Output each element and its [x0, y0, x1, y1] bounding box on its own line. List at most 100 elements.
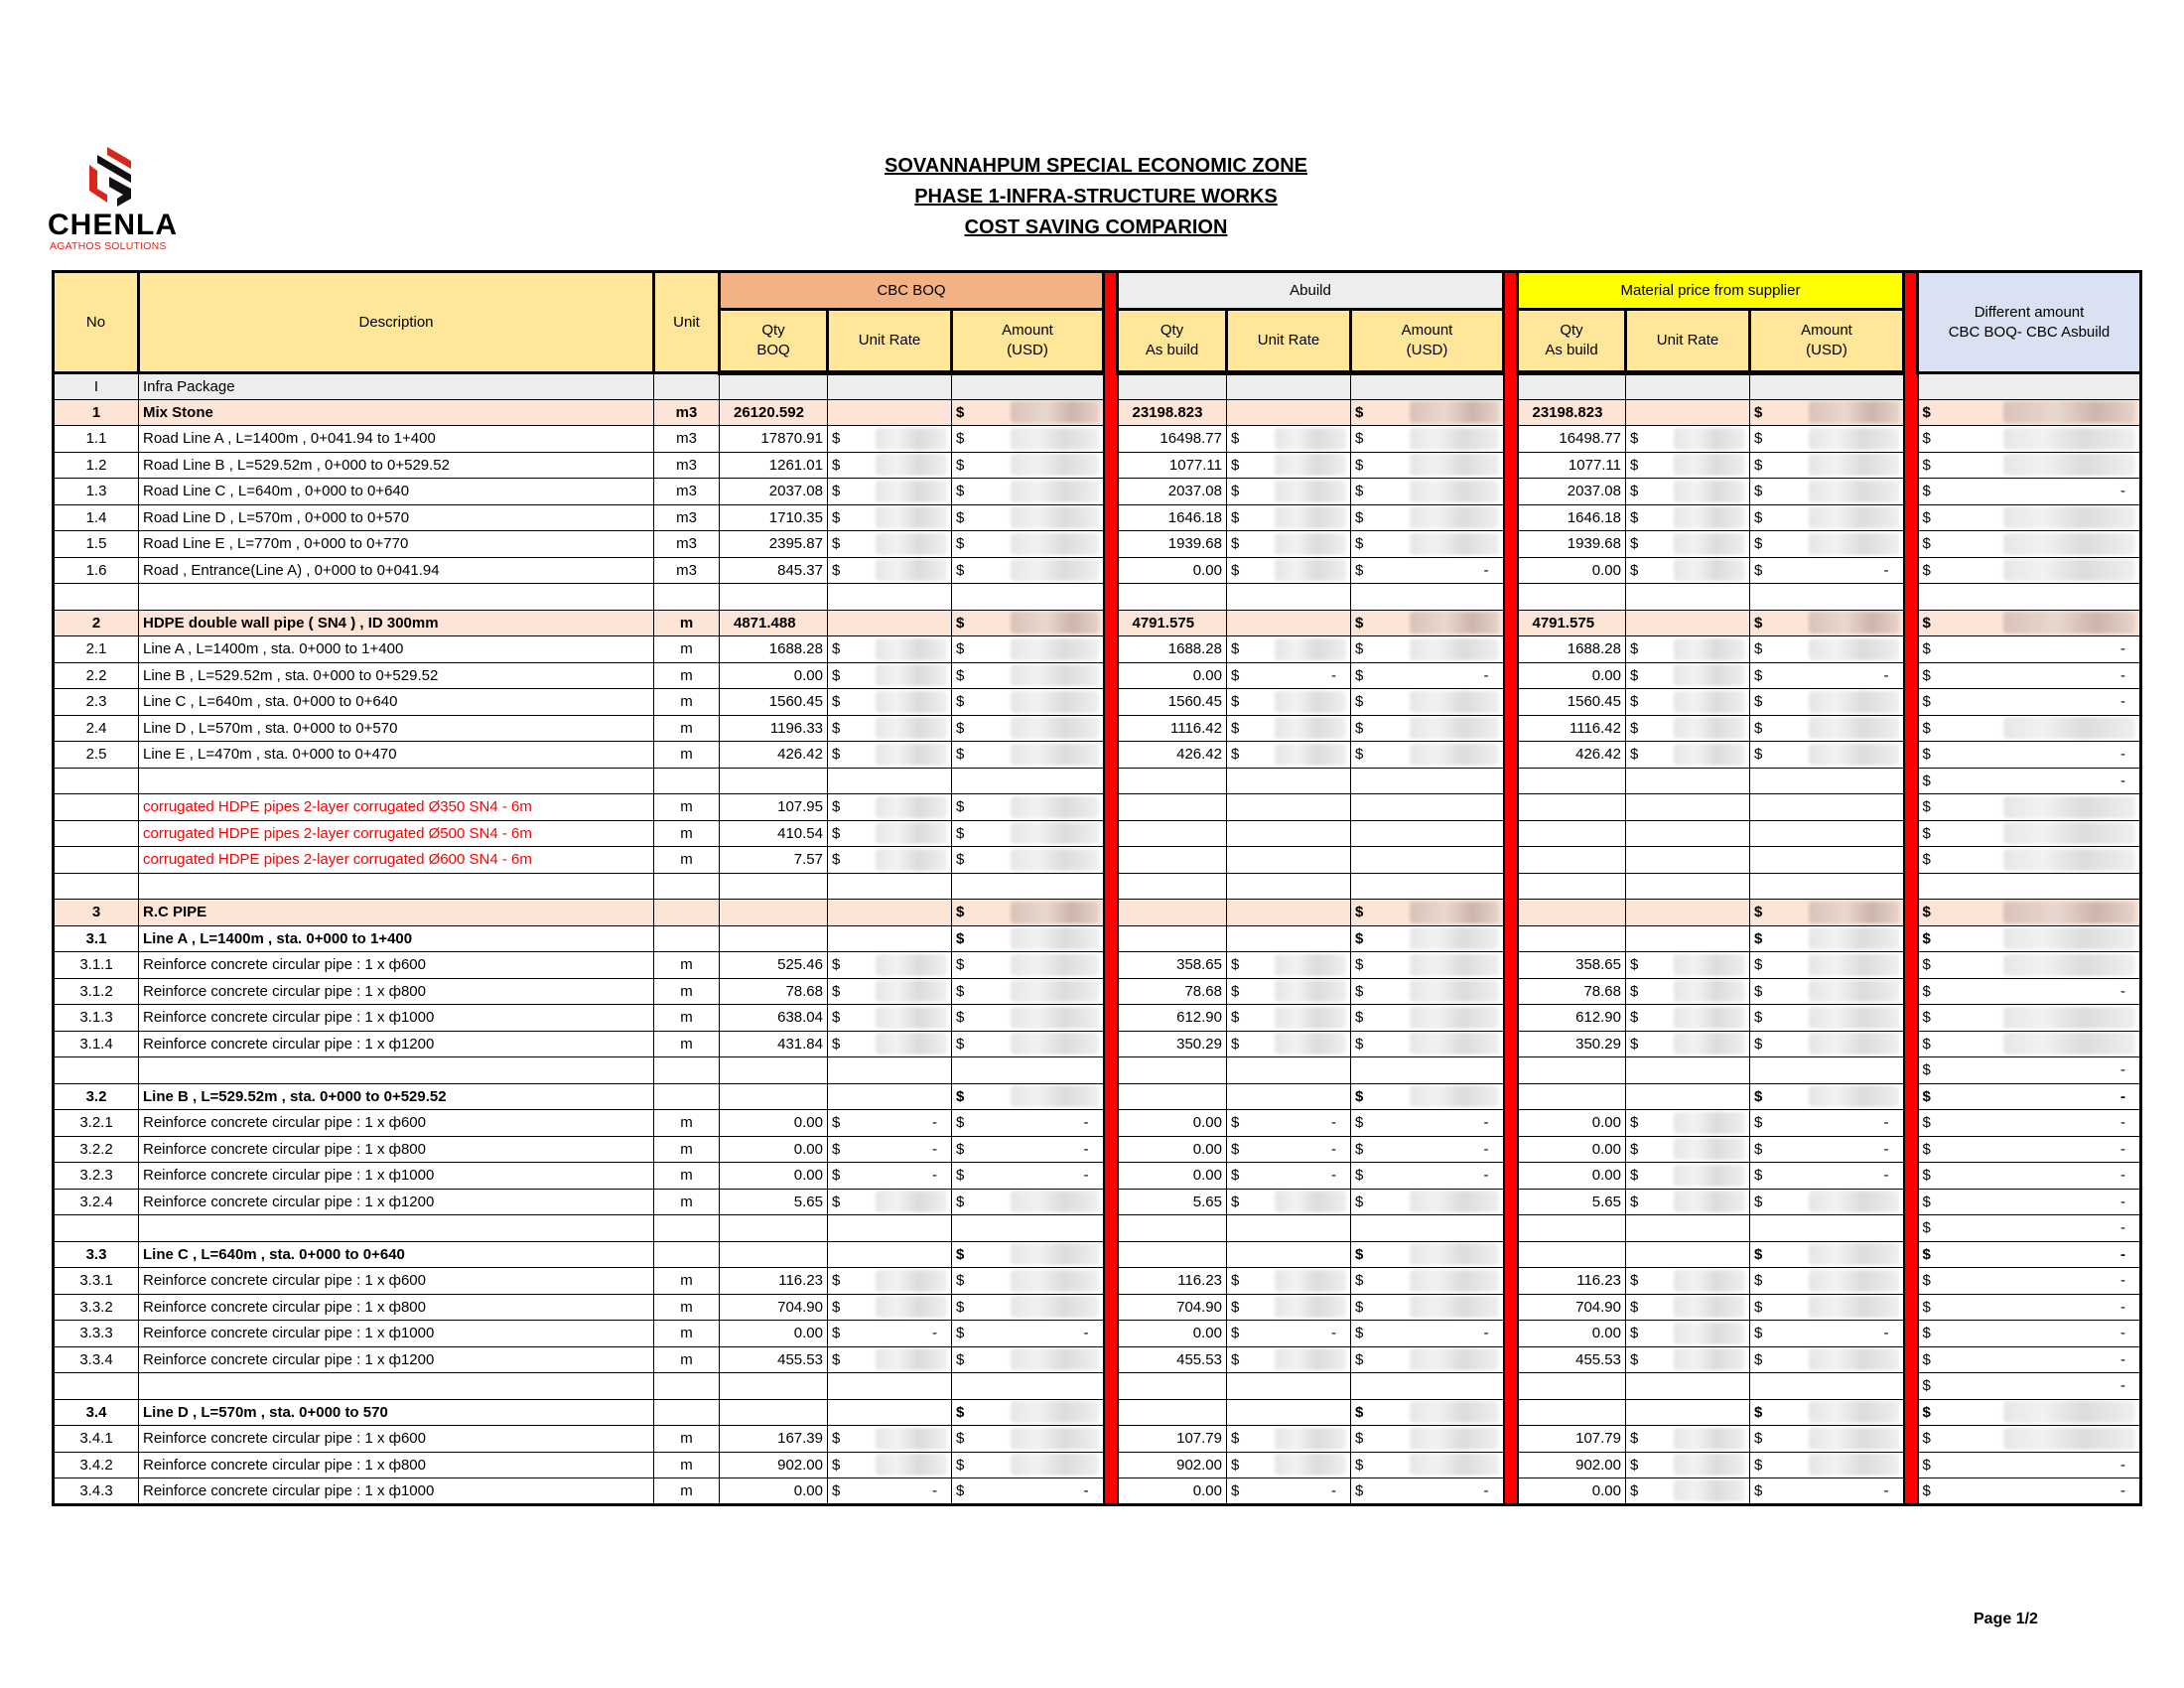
item-unit: m: [653, 1109, 720, 1137]
currency-symbol: $: [1922, 956, 1931, 974]
abuild-amount: [1350, 846, 1504, 874]
material-amount: $: [1749, 530, 1904, 558]
material-amount: [1749, 1214, 1904, 1242]
cbc-unit-rate: $: [827, 1293, 952, 1321]
red-divider: [1102, 452, 1119, 479]
item-number: 3.4.2: [53, 1451, 139, 1478]
material-amount: $ -: [1749, 1135, 1904, 1163]
currency-symbol: $: [832, 851, 841, 869]
currency-symbol: $: [1355, 1035, 1364, 1053]
currency-symbol: $: [1355, 430, 1364, 448]
redacted-value: [876, 1296, 947, 1319]
abuild-amount: $: [1350, 1030, 1504, 1057]
currency-symbol: $: [956, 614, 965, 632]
currency-symbol: $: [1231, 956, 1240, 974]
currency-symbol: $: [956, 746, 965, 764]
cbc-qty: 1560.45: [719, 688, 828, 716]
redacted-value: [1409, 1454, 1499, 1477]
cbc-amount: $ -: [951, 1162, 1104, 1190]
red-divider: [1102, 1162, 1119, 1189]
header-row-groups: No Description Unit CBC BOQ Abuild Mater…: [52, 270, 2142, 374]
currency-symbol: $: [1231, 1350, 1240, 1368]
table-row: I Infra Package: [53, 372, 2141, 400]
red-divider: [1502, 399, 1519, 426]
abuild-unit-rate: [1226, 1398, 1351, 1426]
cbc-amount: $: [951, 1004, 1104, 1032]
currency-symbol: $: [1922, 1272, 1931, 1290]
cbc-qty: 107.95: [719, 793, 828, 821]
cbc-qty: [719, 872, 828, 900]
currency-symbol: $: [1231, 1481, 1240, 1499]
redacted-value: [1674, 532, 1745, 555]
currency-symbol: $: [1922, 508, 1931, 526]
red-divider: [1902, 1372, 1919, 1399]
red-divider: [1102, 372, 1119, 399]
material-qty: [1517, 1214, 1626, 1242]
item-unit: [653, 583, 720, 611]
currency-symbol: $: [1754, 904, 1763, 921]
table-row: 2.3 Line C , L=640m , sta. 0+000 to 0+640…: [53, 688, 2141, 716]
item-number: 1.3: [53, 478, 139, 505]
item-description: [138, 1056, 654, 1084]
red-divider: [1502, 1477, 1519, 1504]
material-amount: $: [1749, 635, 1904, 663]
material-amount: $: [1749, 714, 1904, 742]
redacted-value: [876, 532, 947, 555]
currency-symbol: $: [1231, 1009, 1240, 1027]
currency-symbol: $: [1754, 1481, 1763, 1499]
redacted-value: [876, 1454, 947, 1477]
item-number: [53, 846, 139, 874]
header-material-qty: Qty As build: [1516, 308, 1627, 375]
redacted-value: [1409, 927, 1499, 950]
currency-symbol: $: [1630, 1140, 1639, 1158]
redacted-value: [1809, 1427, 1899, 1450]
currency-symbol: $: [1922, 1325, 1931, 1342]
currency-symbol: $: [1231, 1325, 1240, 1342]
currency-symbol: $: [1231, 1114, 1240, 1132]
cbc-unit-rate: [827, 1372, 952, 1400]
red-divider: [1902, 610, 1919, 636]
currency-symbol: $: [1754, 456, 1763, 474]
abuild-unit-rate: $: [1226, 556, 1351, 584]
title-line-3: COST SAVING COMPARION: [964, 216, 1228, 238]
item-description: Reinforce concrete circular pipe : 1 x ф…: [138, 977, 654, 1005]
table-row: 3.1.1 Reinforce concrete circular pipe : …: [53, 951, 2141, 979]
material-qty: [1517, 899, 1626, 926]
item-description: [138, 1372, 654, 1400]
currency-symbol: $: [1922, 982, 1931, 1000]
abuild-qty: 1116.42: [1117, 714, 1227, 742]
abuild-qty: 455.53: [1117, 1345, 1227, 1373]
red-divider: [1902, 820, 1919, 847]
currency-symbol: $: [1754, 1350, 1763, 1368]
material-qty: 902.00: [1517, 1451, 1626, 1478]
redacted-value: [1409, 901, 1499, 923]
item-number: 3.2.1: [53, 1109, 139, 1137]
item-number: 3.1.2: [53, 977, 139, 1005]
blank-row: [53, 583, 2141, 611]
abuild-amount: $: [1350, 451, 1504, 479]
redacted-value: [876, 1348, 947, 1371]
cbc-amount: [951, 1056, 1104, 1084]
currency-symbol: $: [832, 824, 841, 842]
currency-symbol: $: [1922, 430, 1931, 448]
abuild-amount: $: [1350, 741, 1504, 769]
redacted-value: [1674, 1427, 1745, 1450]
red-divider: [1502, 1162, 1519, 1189]
currency-symbol: $: [1630, 1035, 1639, 1053]
red-divider: [1502, 1294, 1519, 1321]
material-amount: [1749, 1372, 1904, 1400]
currency-symbol: $: [1754, 614, 1763, 632]
material-amount: $: [1749, 1293, 1904, 1321]
abuild-qty: [1117, 924, 1227, 952]
item-number: 3.2.3: [53, 1162, 139, 1190]
red-divider: [1902, 1136, 1919, 1163]
money-value: -: [2120, 666, 2125, 684]
material-unit-rate: [1625, 1240, 1750, 1268]
cbc-amount: $: [951, 846, 1104, 874]
currency-symbol: $: [1355, 1245, 1364, 1263]
redacted-value: [1809, 427, 1899, 450]
currency-symbol: $: [956, 1481, 965, 1499]
item-description: Reinforce concrete circular pipe : 1 x ф…: [138, 951, 654, 979]
blank-row: [53, 872, 2141, 900]
material-unit-rate: [1625, 398, 1750, 426]
